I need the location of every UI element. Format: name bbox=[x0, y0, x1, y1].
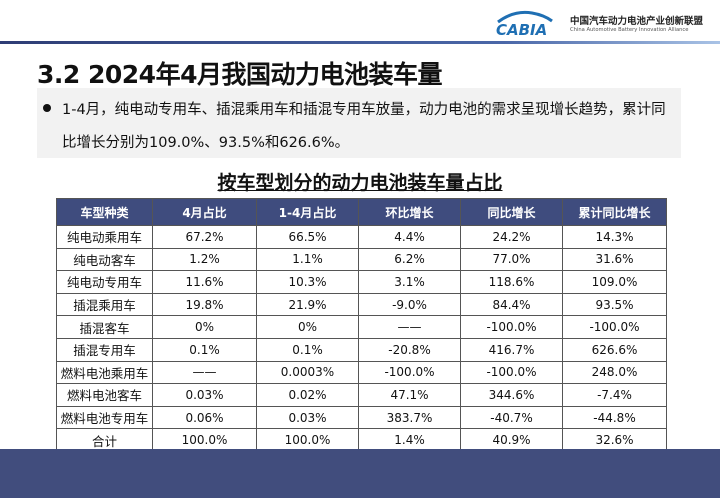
value-cell: 14.3% bbox=[562, 225, 667, 249]
value-cell: -100.0% bbox=[460, 360, 563, 385]
value-cell: 84.4% bbox=[460, 292, 563, 317]
value-cell: 344.6% bbox=[460, 383, 563, 407]
value-cell: 24.2% bbox=[460, 225, 563, 249]
value-cell: 10.3% bbox=[256, 270, 359, 294]
table-title: 按车型划分的动力电池装车量占比 bbox=[0, 168, 720, 195]
vehicle-type-cell: 燃料电池专用车 bbox=[56, 405, 153, 430]
value-cell: 0.03% bbox=[256, 405, 359, 430]
value-cell: 40.9% bbox=[460, 428, 563, 452]
table-row: 插混客车 0% 0% —— -100.0% -100.0% bbox=[56, 315, 667, 339]
value-cell: -40.7% bbox=[460, 405, 563, 430]
value-cell: -100.0% bbox=[358, 360, 461, 385]
table-row: 燃料电池专用车 0.06% 0.03% 383.7% -40.7% -44.8% bbox=[56, 405, 667, 430]
vehicle-type-cell: 插混乘用车 bbox=[56, 292, 153, 317]
value-cell: 19.8% bbox=[152, 292, 257, 317]
value-cell: 31.6% bbox=[562, 247, 667, 272]
org-name-en: China Automotive Battery Innovation Alli… bbox=[570, 27, 689, 33]
footer-band bbox=[0, 449, 720, 498]
table-row: 插混乘用车 19.8% 21.9% -9.0% 84.4% 93.5% bbox=[56, 292, 667, 317]
page-title: 3.2 2024年4月我国动力电池装车量 bbox=[37, 60, 442, 89]
table-row: 燃料电池客车 0.03% 0.02% 47.1% 344.6% -7.4% bbox=[56, 383, 667, 407]
value-cell: 47.1% bbox=[358, 383, 461, 407]
value-cell: 93.5% bbox=[562, 292, 667, 317]
table-row: 纯电动乘用车 67.2% 66.5% 4.4% 24.2% 14.3% bbox=[56, 225, 667, 249]
value-cell: -100.0% bbox=[562, 315, 667, 339]
vehicle-type-cell: 纯电动专用车 bbox=[56, 270, 153, 294]
vehicle-type-cell: 燃料电池乘用车 bbox=[56, 360, 153, 385]
value-cell: 0.03% bbox=[152, 383, 257, 407]
value-cell: 383.7% bbox=[358, 405, 461, 430]
header-divider bbox=[0, 41, 720, 44]
summary-text: 1-4月，纯电动专用车、插混乘用车和插混专用车放量，动力电池的需求呈现增长趋势，… bbox=[62, 102, 666, 151]
value-cell: 118.6% bbox=[460, 270, 563, 294]
vehicle-type-cell: 燃料电池客车 bbox=[56, 383, 153, 407]
cabia-logo-mark: CABIA bbox=[496, 10, 553, 38]
value-cell: -20.8% bbox=[358, 337, 461, 362]
bullet-icon bbox=[43, 104, 51, 112]
value-cell: 1.2% bbox=[152, 247, 257, 272]
vehicle-type-cell: 纯电动客车 bbox=[56, 247, 153, 272]
summary-box: 1-4月，纯电动专用车、插混乘用车和插混专用车放量，动力电池的需求呈现增长趋势，… bbox=[37, 88, 681, 158]
cabia-logo: CABIA 中国汽车动力电池产业创新联盟 China Automotive Ba… bbox=[492, 8, 720, 38]
value-cell: 77.0% bbox=[460, 247, 563, 272]
value-cell: 6.2% bbox=[358, 247, 461, 272]
table-row: 燃料电池乘用车 —— 0.0003% -100.0% -100.0% 248.0% bbox=[56, 360, 667, 385]
vehicle-type-cell: 插混客车 bbox=[56, 315, 153, 339]
column-header: 累计同比增长 bbox=[562, 198, 667, 226]
value-cell: -44.8% bbox=[562, 405, 667, 430]
column-header: 1-4月占比 bbox=[256, 198, 359, 226]
value-cell: 416.7% bbox=[460, 337, 563, 362]
value-cell: 66.5% bbox=[256, 225, 359, 249]
table-row: 合计 100.0% 100.0% 1.4% 40.9% 32.6% bbox=[56, 428, 667, 452]
value-cell: 0.02% bbox=[256, 383, 359, 407]
column-header: 环比增长 bbox=[358, 198, 461, 226]
value-cell: 0.06% bbox=[152, 405, 257, 430]
value-cell: 109.0% bbox=[562, 270, 667, 294]
value-cell: 4.4% bbox=[358, 225, 461, 249]
vehicle-type-cell: 纯电动乘用车 bbox=[56, 225, 153, 249]
value-cell: 0% bbox=[152, 315, 257, 339]
value-cell: 248.0% bbox=[562, 360, 667, 385]
value-cell: 0.1% bbox=[152, 337, 257, 362]
value-cell: 21.9% bbox=[256, 292, 359, 317]
value-cell: 3.1% bbox=[358, 270, 461, 294]
table-row: 纯电动专用车 11.6% 10.3% 3.1% 118.6% 109.0% bbox=[56, 270, 667, 294]
value-cell: 1.1% bbox=[256, 247, 359, 272]
table-header-row: 车型种类 4月占比 1-4月占比 环比增长 同比增长 累计同比增长 bbox=[56, 198, 667, 226]
column-header: 同比增长 bbox=[460, 198, 563, 226]
value-cell: -9.0% bbox=[358, 292, 461, 317]
value-cell: 67.2% bbox=[152, 225, 257, 249]
value-cell: -7.4% bbox=[562, 383, 667, 407]
value-cell: 0.0003% bbox=[256, 360, 359, 385]
table-title-text: 按车型划分的动力电池装车量占比 bbox=[217, 172, 503, 194]
value-cell: 626.6% bbox=[562, 337, 667, 362]
value-cell: 0% bbox=[256, 315, 359, 339]
vehicle-type-cell: 插混专用车 bbox=[56, 337, 153, 362]
value-cell: —— bbox=[152, 360, 257, 385]
column-header: 4月占比 bbox=[152, 198, 257, 226]
org-name-cn: 中国汽车动力电池产业创新联盟 bbox=[570, 16, 704, 27]
svg-text:CABIA: CABIA bbox=[496, 21, 547, 38]
value-cell: 11.6% bbox=[152, 270, 257, 294]
table-row: 纯电动客车 1.2% 1.1% 6.2% 77.0% 31.6% bbox=[56, 247, 667, 272]
value-cell: 0.1% bbox=[256, 337, 359, 362]
value-cell: —— bbox=[358, 315, 461, 339]
column-header: 车型种类 bbox=[56, 198, 153, 226]
battery-share-table: 车型种类 4月占比 1-4月占比 环比增长 同比增长 累计同比增长 纯电动乘用车 67.2%… bbox=[56, 198, 667, 452]
value-cell: -100.0% bbox=[460, 315, 563, 339]
table-row: 插混专用车 0.1% 0.1% -20.8% 416.7% 626.6% bbox=[56, 337, 667, 362]
